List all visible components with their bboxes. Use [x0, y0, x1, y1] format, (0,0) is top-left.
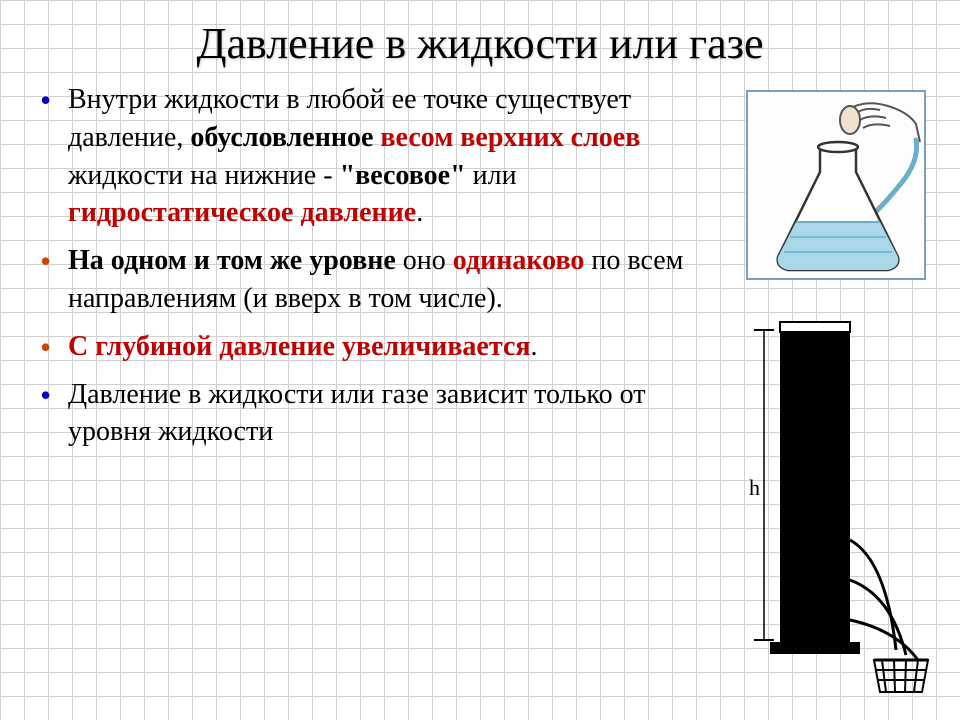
text: оно — [396, 245, 453, 276]
bullet-list: Внутри жидкости в любой ее точке существ… — [40, 81, 730, 451]
text-bold: обусловленное — [190, 122, 380, 153]
bullet-1: Внутри жидкости в любой ее точке существ… — [40, 81, 730, 232]
flask-figure — [746, 90, 926, 280]
bullet-4: Давление в жидкости или газе зависит тол… — [40, 376, 730, 452]
height-label: h — [749, 475, 760, 500]
bullet-2: На одном и том же уровне оно одинаково п… — [40, 242, 730, 318]
text-red: гидростатическое давление — [68, 197, 416, 228]
text: . — [416, 197, 423, 228]
text-red: весом верхних слоев — [380, 122, 640, 153]
text: жидкости на нижние - — [68, 160, 340, 191]
text-bold: "весовое" — [340, 160, 466, 191]
text-red: С глубиной давление увеличивается — [68, 331, 531, 362]
text: Давление в жидкости или газе зависит тол… — [68, 379, 645, 448]
bullet-3: С глубиной давление увеличивается. — [40, 328, 730, 366]
page-title: Давление в жидкости или газе — [0, 0, 960, 81]
hydrostatic-column-icon: h — [746, 320, 936, 700]
text: . — [531, 331, 538, 362]
column-figure: h — [746, 320, 936, 700]
text-red: одинаково — [453, 245, 585, 276]
text-bold: На одном и том же уровне — [68, 245, 396, 276]
flask-icon — [748, 92, 928, 282]
figures-column: h — [746, 90, 946, 700]
text: или — [466, 160, 517, 191]
